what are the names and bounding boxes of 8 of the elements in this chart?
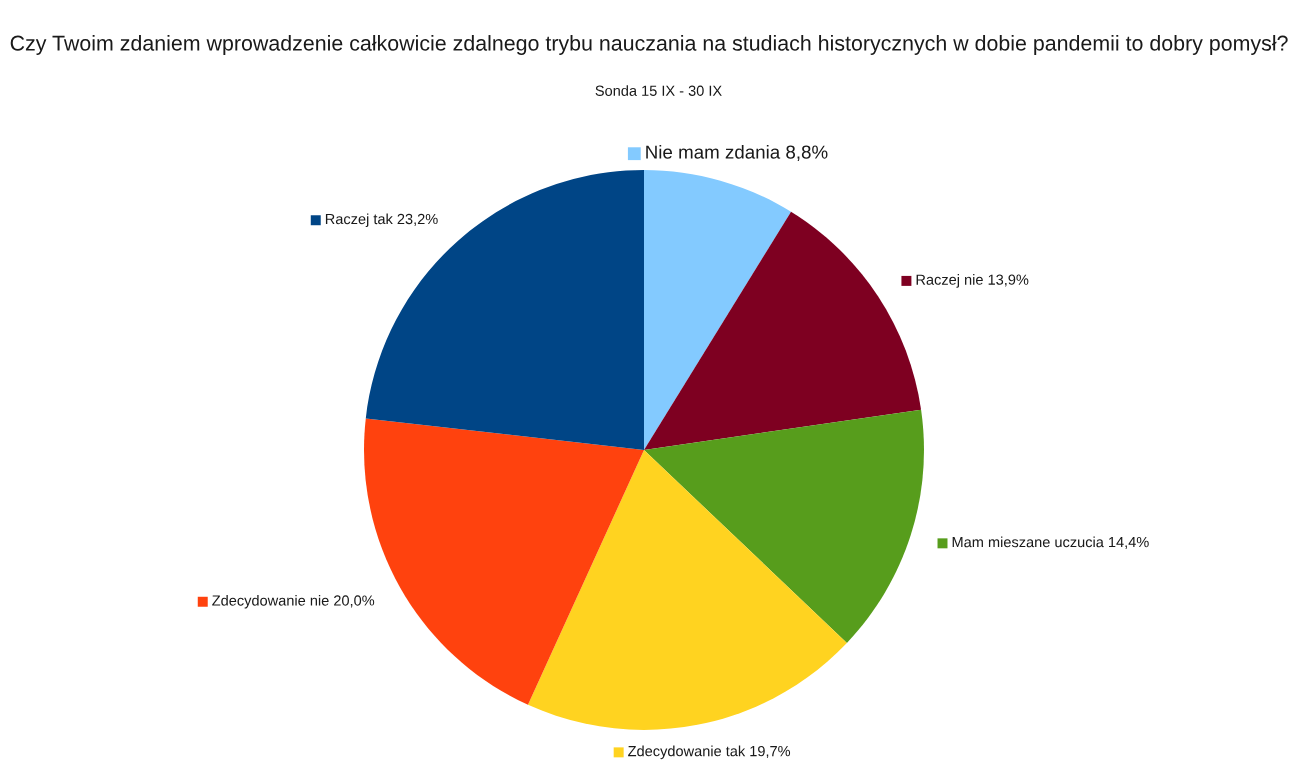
- legend-label: Raczej tak 23,2%: [325, 213, 438, 228]
- legend-label: Nie mam zdania 8,8%: [646, 144, 828, 161]
- legend-label: Zdecydowanie nie 20,0%: [212, 594, 375, 609]
- legend-label: Raczej nie 13,9%: [916, 274, 1029, 288]
- legend-label: Zdecydowanie tak 19,7%: [628, 745, 791, 760]
- chart-title: Czy Twoim zdaniem wprowadzenie całkowicie zdalnego trybu nauczania na studiach historycznych w dobie pandemii to dobry pomysł?: [10, 35, 1288, 55]
- chart-subtitle: Sonda 15 IX - 30 IX: [595, 85, 722, 96]
- legend-label: Mam mieszane uczucia 14,4%: [952, 536, 1149, 549]
